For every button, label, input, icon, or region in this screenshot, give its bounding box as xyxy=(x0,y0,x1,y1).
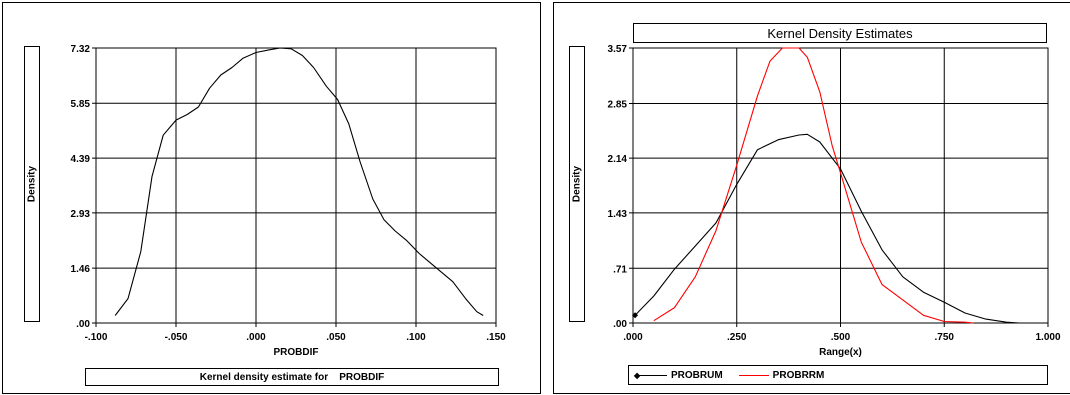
y-tick-label: 5.85 xyxy=(71,99,91,110)
y-tick-label: 1.46 xyxy=(71,264,91,275)
y-tick-label: 1.43 xyxy=(608,209,628,220)
x-tick-label: .000 xyxy=(623,332,643,343)
x-tick-label: .750 xyxy=(935,332,955,343)
series-line-probrrm xyxy=(653,47,974,324)
y-tick-label: 2.85 xyxy=(608,99,628,110)
y-tick-label: 2.93 xyxy=(71,209,91,220)
x-tick-label: .500 xyxy=(831,332,851,343)
y-tick-label: .00 xyxy=(76,319,90,330)
x-tick-label: .150 xyxy=(486,332,506,343)
plot-frame xyxy=(95,47,497,324)
x-axis-label: PROBDIF xyxy=(274,347,319,358)
series-line-density xyxy=(114,47,484,316)
legend-swatch-probrrm xyxy=(738,374,769,376)
chart-left-svg: .00 1.46 2.93 4.39 5.85 7.32 -.100 -.050 .000 .05… xyxy=(71,44,507,358)
legend-item-probrum: ◆ PROBRUM xyxy=(634,369,723,381)
x-tick-label: .050 xyxy=(326,332,346,343)
legend-label-probrum: PROBRUM xyxy=(671,369,723,381)
legend-label-probrrm: PROBRRM xyxy=(772,369,825,381)
y-tick-label: 3.57 xyxy=(608,44,628,55)
chart-caption: Kernel density estimate for PROBDIF xyxy=(85,368,499,386)
caption-text: Kernel density estimate for PROBDIF xyxy=(199,371,385,383)
y-axis-label-box: Density xyxy=(569,46,585,322)
chart-panel-left: Density .00 1.46 2.93 4.39 5.85 7.32 -.100 -.05… xyxy=(2,2,541,394)
diamond-marker-icon: ◆ xyxy=(634,370,641,380)
x-tick-label: 1.000 xyxy=(1035,332,1060,343)
x-axis-label: Range(x) xyxy=(819,347,862,358)
y-tick-label: 2.14 xyxy=(608,154,628,165)
y-axis-label-box: Density xyxy=(24,46,40,322)
y-tick-label: .71 xyxy=(613,264,627,275)
series-line-probrum xyxy=(634,133,1020,324)
legend-swatch-probrum: ◆ xyxy=(634,371,667,379)
legend: ◆ PROBRUM PROBRRM xyxy=(628,365,1048,385)
legend-item-probrrm: PROBRRM xyxy=(738,369,825,381)
chart-title: Kernel Density Estimates xyxy=(767,25,913,41)
y-tick-label: .00 xyxy=(613,319,627,330)
x-tick-label: .000 xyxy=(246,332,266,343)
y-tick-label: 4.39 xyxy=(71,154,91,165)
x-tick-label: -.050 xyxy=(165,332,188,343)
chart-title-box: Kernel Density Estimates xyxy=(633,23,1047,43)
x-tick-label: .250 xyxy=(727,332,747,343)
y-tick-label: 7.32 xyxy=(71,44,91,55)
chart-right-svg: .00 .71 1.43 2.14 2.85 3.57 .000 .250 .500 .750 1.… xyxy=(608,44,1061,358)
x-tick-label: .100 xyxy=(406,332,426,343)
x-tick-label: -.100 xyxy=(85,332,108,343)
chart-panel-right: Density .00 .71 1.43 2.14 2.85 3.57 .000 .250 .5… xyxy=(553,2,1070,394)
series-marker xyxy=(632,312,639,319)
